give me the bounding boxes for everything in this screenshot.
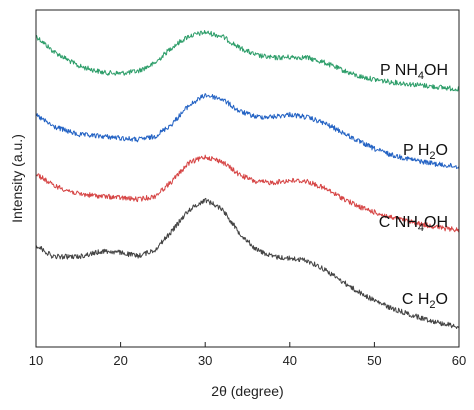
label-text: OH xyxy=(424,62,448,79)
series-line xyxy=(35,93,460,169)
x-axis: 10 20 30 40 50 60 xyxy=(29,342,466,368)
label-text: OH xyxy=(424,214,448,231)
label-text: C NH xyxy=(379,214,418,231)
label-subscript: 4 xyxy=(418,222,424,234)
series-line xyxy=(35,197,460,329)
label-text: C H xyxy=(402,291,430,308)
x-tick-label: 20 xyxy=(113,353,127,368)
y-axis-title: Intensity (a.u.) xyxy=(9,134,25,223)
x-tick-label: 10 xyxy=(29,353,43,368)
label-text: O xyxy=(436,142,448,159)
x-tick-label: 30 xyxy=(198,353,212,368)
plot-frame xyxy=(35,9,460,348)
series-label: C NH4OH xyxy=(379,214,448,234)
series-line xyxy=(35,30,459,92)
series-label: P H2O xyxy=(403,142,448,162)
label-subscript: 4 xyxy=(418,70,424,82)
series-layer xyxy=(35,30,460,329)
series-label: C H2O xyxy=(402,291,448,311)
x-axis-title: 2θ (degree) xyxy=(211,383,283,399)
series-label: P NH4OH xyxy=(380,62,448,82)
label-text: P NH xyxy=(380,62,418,79)
x-tick-label: 50 xyxy=(367,353,381,368)
series-line xyxy=(35,154,460,233)
label-subscript: 2 xyxy=(429,150,435,162)
label-text: P H xyxy=(403,142,429,159)
x-tick-label: 40 xyxy=(283,353,297,368)
x-tick-label: 60 xyxy=(452,353,466,368)
label-text: O xyxy=(436,291,448,308)
label-subscript: 2 xyxy=(429,299,435,311)
